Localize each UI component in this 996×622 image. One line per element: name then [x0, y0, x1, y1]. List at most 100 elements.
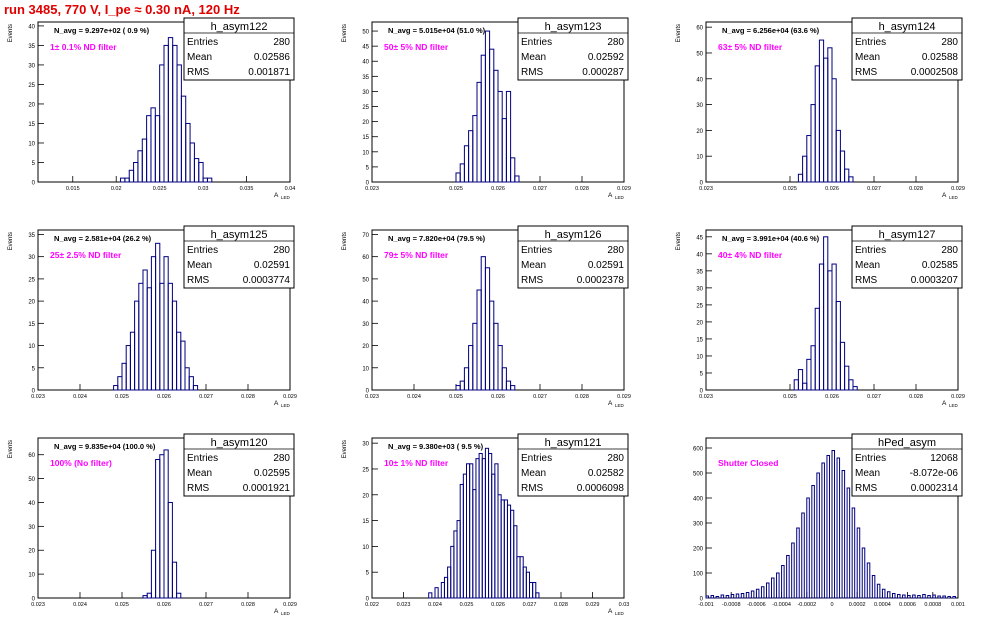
histogram-bin [180, 95, 187, 183]
x-axis-label-subscript: LED [949, 403, 959, 408]
y-tick-label: 25 [28, 277, 35, 283]
histogram-bin [120, 177, 126, 183]
stats-label: Mean [855, 52, 880, 63]
y-tick-label: 10 [28, 141, 35, 147]
histogram-bin [839, 341, 846, 391]
histogram-bin [159, 454, 165, 599]
histogram-bin [501, 367, 507, 391]
stats-value: 280 [607, 245, 624, 256]
histogram-bin [839, 150, 846, 183]
y-tick-label: 60 [696, 26, 703, 32]
y-tick-label: 0 [366, 181, 370, 187]
x-tick-label: 0.029 [617, 186, 631, 192]
x-tick-label: 0.024 [73, 394, 87, 400]
y-tick-label: 15 [362, 135, 369, 141]
x-tick-label: 0.026 [825, 186, 839, 192]
histogram-bin [791, 542, 795, 599]
histogram-bin [835, 129, 841, 183]
y-tick-label: 30 [362, 322, 369, 328]
x-tick-label: 0.028 [575, 394, 589, 400]
stats-value: -8.072e-06 [910, 468, 959, 479]
stats-label: Mean [855, 260, 880, 271]
y-tick-label: 30 [362, 90, 369, 96]
histogram-bin [907, 595, 911, 599]
histogram-bin [797, 369, 804, 391]
histogram-bin [155, 242, 161, 391]
stats-label: RMS [521, 483, 544, 494]
stats-value: 280 [273, 37, 290, 48]
histogram-panel-h_asym121: 0 5 10 15 20 25 30 0.022 0.023 0.024 0.025 0.026 0.0… [342, 433, 629, 616]
stats-value: 0.0006098 [577, 483, 625, 494]
x-tick-label: 0.027 [867, 394, 881, 400]
histogram-bin [133, 161, 139, 183]
histogram-bin [826, 455, 830, 599]
x-tick-label: 0.026 [491, 186, 505, 192]
stats-value: 12068 [930, 453, 958, 464]
histogram-bin [730, 594, 735, 599]
histogram-bin [124, 177, 130, 183]
y-axis-label: Events [676, 232, 682, 250]
stats-box [851, 17, 963, 81]
x-tick-label: 0 [830, 602, 833, 608]
y-tick-label: 5 [32, 366, 36, 372]
y-tick-label: 0 [32, 597, 36, 603]
y-tick-label: 15 [362, 519, 369, 525]
x-tick-label: 0.029 [951, 186, 965, 192]
stats-label: Entries [521, 245, 552, 256]
histogram-bin [902, 594, 906, 599]
y-tick-label: 40 [362, 60, 369, 66]
histogram-bin [866, 562, 871, 599]
histogram-bin [886, 591, 891, 599]
y-tick-label: 40 [362, 300, 369, 306]
histogram-bin [489, 48, 495, 183]
histogram-bin [836, 457, 841, 599]
histogram-bin [510, 385, 516, 391]
histogram-bin [185, 122, 191, 183]
stats-box [517, 17, 629, 81]
stats-label: Mean [521, 468, 546, 479]
histogram-bin [802, 155, 808, 183]
stats-value: 0.0002508 [911, 67, 959, 78]
y-tick-label: 10 [28, 573, 35, 579]
histogram-bin [725, 595, 730, 599]
histogram-bin [797, 173, 804, 183]
histogram-bin [827, 270, 833, 391]
y-tick-label: 35 [28, 233, 35, 239]
histogram-bin [480, 256, 486, 391]
x-axis-label: A [608, 608, 613, 615]
histogram-bin [776, 572, 780, 599]
x-tick-label: 0.028 [909, 186, 923, 192]
histogram-bin [917, 595, 921, 599]
histogram-bin [801, 512, 805, 599]
y-tick-label: 45 [696, 235, 703, 241]
histogram-bin [771, 577, 775, 599]
y-tick-label: 40 [696, 77, 703, 83]
y-tick-label: 30 [28, 525, 35, 531]
histogram-bin [172, 44, 178, 183]
y-tick-label: 40 [28, 501, 35, 507]
y-tick-label: 20 [362, 120, 369, 126]
filter-label: 10± 1% ND filter [384, 458, 449, 468]
n-avg-label: N_avg = 2.581e+04 (26.2 %) [54, 234, 152, 243]
y-tick-label: 0 [700, 389, 704, 395]
stats-label: Entries [521, 453, 552, 464]
histogram-bin [793, 379, 799, 391]
stats-value: 0.02595 [254, 468, 291, 479]
stats-label: RMS [187, 275, 210, 286]
y-axis-label: Events [342, 232, 348, 250]
histogram-name: h_asym123 [545, 21, 602, 33]
x-tick-label: 0.026 [491, 602, 505, 608]
histogram-bin [125, 345, 131, 391]
x-tick-label: 0.025 [783, 186, 797, 192]
stats-value: 0.0003207 [911, 275, 959, 286]
y-tick-label: 50 [362, 30, 369, 36]
y-tick-label: 35 [28, 44, 35, 50]
x-tick-label: 0.001 [951, 602, 965, 608]
x-tick-label: -0.0004 [772, 602, 791, 608]
stats-value: 280 [273, 453, 290, 464]
x-tick-label: 0.024 [428, 602, 442, 608]
histogram-bin [871, 575, 876, 599]
histogram-bin [428, 592, 433, 599]
stats-value: 0.02592 [588, 52, 625, 63]
